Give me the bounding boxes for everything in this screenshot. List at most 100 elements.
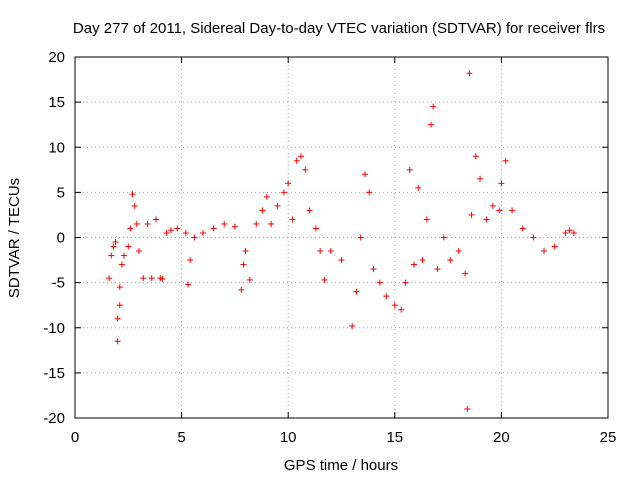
data-point <box>370 266 377 273</box>
data-point <box>302 166 309 173</box>
data-point <box>327 248 334 255</box>
data-point <box>472 153 479 160</box>
data-point <box>462 270 469 277</box>
data-point <box>133 220 140 227</box>
data-point <box>376 279 383 286</box>
data-point <box>349 322 356 329</box>
data-point <box>268 220 275 227</box>
data-point <box>280 189 287 196</box>
data-point <box>402 279 409 286</box>
data-points <box>106 70 577 412</box>
data-point <box>428 121 435 128</box>
data-point <box>238 286 245 293</box>
data-point <box>551 243 558 250</box>
data-point <box>167 227 174 234</box>
data-point <box>131 202 138 209</box>
data-point <box>153 216 160 223</box>
y-tick-labels: 20 15 10 5 0 -5 -10 -15 -20 <box>43 49 65 427</box>
data-point <box>191 234 198 241</box>
data-point <box>129 191 136 198</box>
data-point <box>489 202 496 209</box>
data-point <box>361 171 368 178</box>
data-point <box>184 281 191 288</box>
x-tick-label: 15 <box>386 429 403 446</box>
data-point <box>125 243 132 250</box>
data-point <box>430 103 437 110</box>
data-point <box>496 207 503 214</box>
data-point <box>210 225 217 232</box>
data-point <box>434 266 441 273</box>
data-point <box>391 302 398 309</box>
data-point <box>174 225 181 232</box>
data-point <box>519 225 526 232</box>
chart-title: Day 277 of 2011, Sidereal Day-to-day VTE… <box>73 20 605 37</box>
data-point <box>263 193 270 200</box>
data-point <box>398 306 405 313</box>
data-point <box>289 216 296 223</box>
data-point <box>240 261 247 268</box>
x-tick-label: 0 <box>71 429 79 446</box>
data-point <box>353 288 360 295</box>
data-point <box>285 180 292 187</box>
data-point <box>242 248 249 255</box>
x-tick-labels: 0 5 10 15 20 25 <box>71 429 617 446</box>
grid <box>75 57 608 418</box>
data-point <box>135 248 142 255</box>
data-point <box>366 189 373 196</box>
data-point <box>466 70 473 77</box>
data-point <box>116 302 123 309</box>
y-tick-label: 5 <box>57 184 65 201</box>
x-tick-label: 20 <box>493 429 510 446</box>
data-point <box>498 180 505 187</box>
data-point <box>338 257 345 264</box>
data-point <box>440 234 447 241</box>
data-point <box>312 225 319 232</box>
x-tick-label: 25 <box>600 429 617 446</box>
data-point <box>231 223 238 230</box>
x-axis-label: GPS time / hours <box>284 457 398 474</box>
data-point <box>357 234 364 241</box>
data-point <box>406 166 413 173</box>
data-point <box>140 275 147 282</box>
data-point <box>447 257 454 264</box>
data-point <box>148 275 155 282</box>
data-point <box>423 216 430 223</box>
data-point <box>114 315 121 322</box>
data-point <box>455 248 462 255</box>
y-tick-label: -15 <box>43 365 65 382</box>
data-point <box>383 293 390 300</box>
data-point <box>317 248 324 255</box>
data-point <box>108 252 115 259</box>
data-point <box>541 248 548 255</box>
data-point <box>483 216 490 223</box>
data-point <box>419 257 426 264</box>
data-point <box>415 184 422 191</box>
data-point <box>562 229 569 236</box>
y-tick-label: -20 <box>43 410 65 427</box>
data-point <box>321 276 328 283</box>
data-point <box>118 261 125 268</box>
data-point <box>570 229 577 236</box>
data-point <box>530 234 537 241</box>
data-point <box>259 207 266 214</box>
data-point <box>127 225 134 232</box>
data-point <box>114 338 121 345</box>
data-point <box>502 157 509 164</box>
y-tick-label: -10 <box>43 320 65 337</box>
plot-frame <box>74 56 609 419</box>
data-point <box>221 220 228 227</box>
data-point <box>246 276 253 283</box>
y-tick-label: 20 <box>48 49 65 66</box>
data-point <box>566 227 573 234</box>
data-point <box>116 284 123 291</box>
data-point <box>253 220 260 227</box>
axis-ticks <box>74 56 609 419</box>
data-point <box>468 211 475 218</box>
y-axis-label: SDTVAR / TECUs <box>6 178 23 298</box>
data-point <box>464 405 471 412</box>
x-tick-label: 5 <box>177 429 185 446</box>
data-point <box>110 243 117 250</box>
data-point <box>306 207 313 214</box>
data-point <box>410 261 417 268</box>
